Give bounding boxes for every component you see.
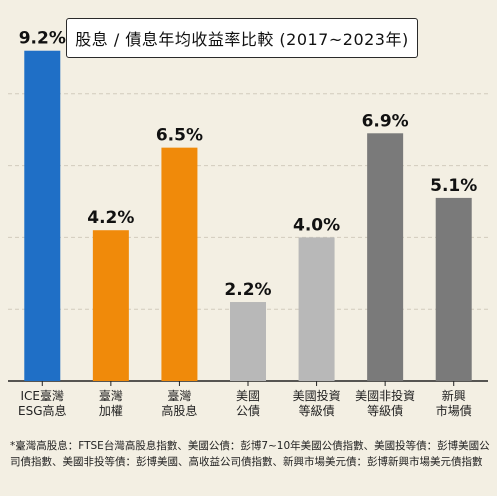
- category-label-1-line-1: 加權: [99, 404, 123, 418]
- value-label-5: 6.9%: [362, 111, 409, 131]
- value-label-2: 6.5%: [156, 126, 203, 146]
- category-label-5-line-0: 美國非投資: [355, 388, 415, 403]
- category-label-3-line-0: 美國: [236, 389, 260, 403]
- category-label-6-line-0: 新興: [442, 388, 466, 403]
- chart-title: 股息 / 債息年均收益率比較 (2017~2023年): [66, 18, 418, 58]
- category-label-6-line-1: 市場債: [436, 403, 472, 418]
- value-label-6: 5.1%: [430, 176, 477, 196]
- bar-3: [230, 302, 266, 381]
- category-label-2-line-1: 高股息: [161, 403, 197, 418]
- footnote: *臺灣高股息：FTSE台灣高股息指數、美國公債：彭博7~10年美國公債指數、美國…: [10, 440, 490, 468]
- category-label-2-line-0: 臺灣: [167, 388, 191, 403]
- category-label-3: 美國公債: [236, 389, 260, 418]
- bar-2: [161, 147, 198, 381]
- category-label-3-line-1: 公債: [236, 403, 260, 418]
- category-label-2: 臺灣高股息: [161, 388, 197, 418]
- value-label-4: 4.0%: [293, 215, 340, 235]
- category-label-5-line-1: 等級債: [367, 403, 403, 418]
- category-label-4-line-0: 美國投資: [293, 388, 341, 403]
- category-label-0: ICE臺灣 ESG高息: [18, 388, 67, 418]
- category-label-4-line-1: 等級債: [299, 403, 335, 418]
- bar-6: [435, 197, 472, 381]
- bar-0: [24, 50, 61, 381]
- category-label-1: 臺灣加權: [99, 388, 123, 418]
- category-label-5: 美國非投資等級債: [355, 388, 415, 418]
- category-label-4: 美國投資等級債: [293, 388, 341, 418]
- category-label-0-line-0: ICE臺灣: [21, 388, 65, 403]
- category-label-0-line-1: ESG高息: [18, 403, 67, 418]
- value-label-0: 9.2%: [19, 29, 66, 49]
- value-label-1: 4.2%: [87, 208, 134, 228]
- bar-1: [92, 230, 129, 381]
- bar-5: [367, 133, 404, 381]
- value-label-3: 2.2%: [224, 280, 271, 300]
- bar-4: [298, 237, 335, 381]
- category-label-6: 新興市場債: [436, 388, 472, 418]
- category-label-1-line-0: 臺灣: [99, 388, 123, 403]
